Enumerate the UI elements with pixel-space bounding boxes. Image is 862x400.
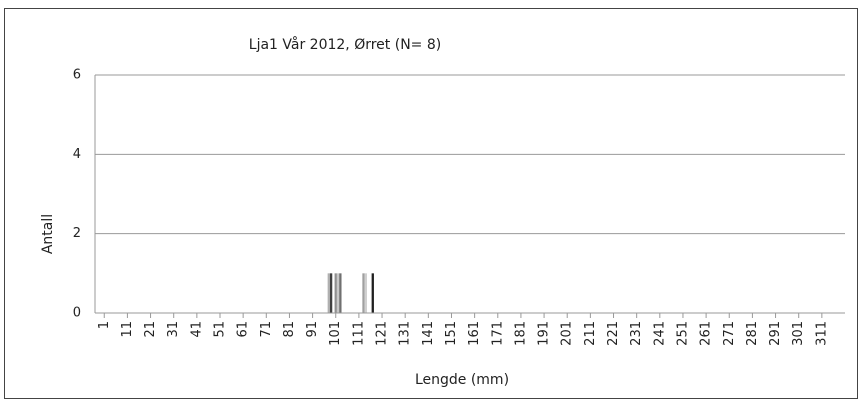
bar <box>336 273 340 313</box>
x-tick-label: 31 <box>166 321 181 338</box>
x-tick-label: 61 <box>236 321 251 338</box>
x-tick-label: 121 <box>375 321 390 346</box>
x-tick-label: 291 <box>768 321 783 346</box>
y-axis-label: Antall <box>40 214 56 254</box>
x-tick-label: 11 <box>120 321 135 338</box>
x-tick-label: 151 <box>444 321 459 346</box>
x-tick-label: 51 <box>213 321 228 338</box>
x-tick-label: 161 <box>467 321 482 346</box>
x-tick-label: 281 <box>745 321 760 346</box>
x-tick-label: 101 <box>328 321 343 346</box>
bar <box>339 273 342 313</box>
x-tick-label: 241 <box>652 321 667 346</box>
x-tick-label: 131 <box>398 321 413 346</box>
x-tick-label: 41 <box>189 321 204 338</box>
bar <box>329 273 333 313</box>
x-tick-label: 111 <box>351 321 366 346</box>
x-axis-label: Lengde (mm) <box>415 372 509 388</box>
x-tick-label: 231 <box>629 321 644 346</box>
x-tick-label: 181 <box>513 321 528 346</box>
x-tick-label: 81 <box>282 321 297 338</box>
bar <box>362 273 365 313</box>
x-tick-label: 191 <box>537 321 552 346</box>
x-tick-label: 211 <box>583 321 598 346</box>
bar <box>371 273 374 313</box>
x-tick-label: 21 <box>143 321 158 338</box>
y-tick-label: 6 <box>73 68 81 83</box>
x-tick-label: 1 <box>97 321 112 329</box>
x-tick-label: 301 <box>791 321 806 346</box>
x-tick-label: 141 <box>421 321 436 346</box>
x-tick-label: 311 <box>814 321 829 346</box>
x-tick-label: 271 <box>722 321 737 346</box>
x-tick-label: 71 <box>259 321 274 338</box>
x-tick-label: 221 <box>606 321 621 346</box>
x-tick-label: 201 <box>560 321 575 346</box>
bar <box>327 273 330 313</box>
x-tick-label: 251 <box>675 321 690 346</box>
x-tick-label: 91 <box>305 321 320 338</box>
y-tick-label: 4 <box>73 147 81 162</box>
bar <box>364 273 367 313</box>
x-tick-label: 171 <box>490 321 505 346</box>
y-tick-label: 2 <box>73 226 81 241</box>
chart-frame <box>4 8 858 399</box>
y-tick-label: 0 <box>73 306 81 321</box>
bar <box>334 273 337 313</box>
x-tick-label: 261 <box>699 321 714 346</box>
chart-title: Lja1 Vår 2012, Ørret (N= 8) <box>249 36 441 53</box>
